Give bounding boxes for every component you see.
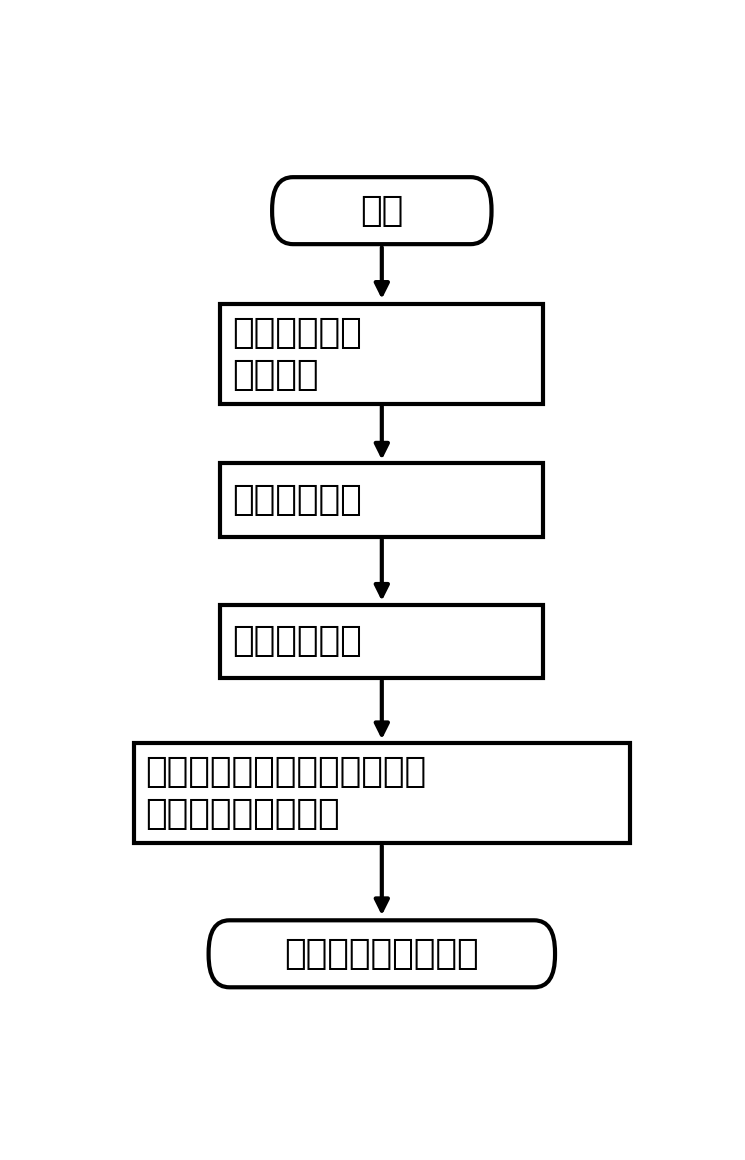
Text: 根据参数建立
三维模型: 根据参数建立 三维模型	[232, 316, 361, 392]
Bar	[220, 304, 543, 404]
Text: 利用虚力原理得到各部分的应
力大小以及结构位移: 利用虚力原理得到各部分的应 力大小以及结构位移	[145, 755, 426, 831]
Bar	[220, 604, 543, 677]
Bar	[133, 744, 630, 843]
Bar	[220, 464, 543, 537]
Text: 结构分析，重量计算: 结构分析，重量计算	[285, 937, 479, 971]
FancyBboxPatch shape	[272, 177, 492, 244]
FancyBboxPatch shape	[209, 920, 555, 987]
Text: 计算等效刚度: 计算等效刚度	[232, 483, 361, 517]
Text: 简化三维模型: 简化三维模型	[232, 624, 361, 658]
Text: 开始: 开始	[360, 194, 404, 227]
